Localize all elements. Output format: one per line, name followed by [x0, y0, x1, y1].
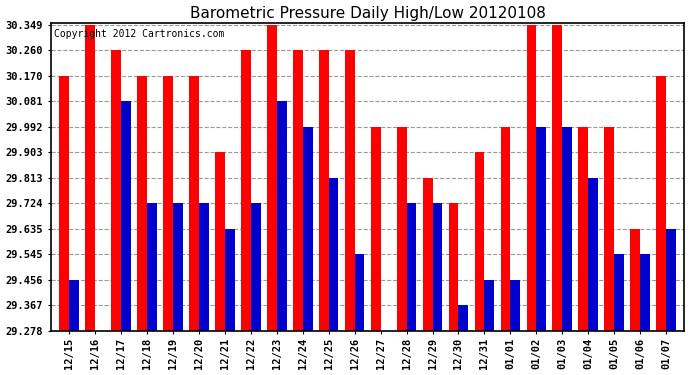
Bar — [511, 280, 520, 330]
Bar — [433, 203, 442, 330]
Bar — [614, 254, 624, 330]
Bar — [250, 203, 261, 330]
Bar — [319, 50, 328, 330]
Bar — [589, 178, 598, 330]
Title: Barometric Pressure Daily High/Low 20120108: Barometric Pressure Daily High/Low 20120… — [190, 6, 546, 21]
Bar — [397, 126, 406, 330]
Bar — [225, 228, 235, 330]
Bar — [640, 254, 650, 330]
Bar — [458, 305, 469, 330]
Bar — [241, 50, 250, 330]
Bar — [656, 76, 667, 330]
Bar — [215, 152, 225, 330]
Bar — [59, 76, 69, 330]
Bar — [85, 24, 95, 330]
Bar — [423, 178, 433, 330]
Bar — [562, 126, 572, 330]
Bar — [293, 50, 303, 330]
Bar — [406, 203, 416, 330]
Bar — [189, 76, 199, 330]
Bar — [536, 126, 546, 330]
Bar — [553, 24, 562, 330]
Bar — [475, 152, 484, 330]
Bar — [199, 203, 208, 330]
Bar — [328, 178, 339, 330]
Bar — [578, 126, 589, 330]
Bar — [277, 101, 286, 330]
Bar — [163, 76, 172, 330]
Bar — [631, 228, 640, 330]
Bar — [137, 76, 147, 330]
Bar — [500, 126, 511, 330]
Text: Copyright 2012 Cartronics.com: Copyright 2012 Cartronics.com — [54, 29, 224, 39]
Bar — [526, 24, 536, 330]
Bar — [667, 228, 676, 330]
Bar — [355, 254, 364, 330]
Bar — [121, 101, 130, 330]
Bar — [303, 126, 313, 330]
Bar — [69, 280, 79, 330]
Bar — [448, 203, 458, 330]
Bar — [172, 203, 183, 330]
Bar — [147, 203, 157, 330]
Bar — [484, 280, 494, 330]
Bar — [267, 24, 277, 330]
Bar — [111, 50, 121, 330]
Bar — [604, 126, 614, 330]
Bar — [345, 50, 355, 330]
Bar — [371, 126, 381, 330]
